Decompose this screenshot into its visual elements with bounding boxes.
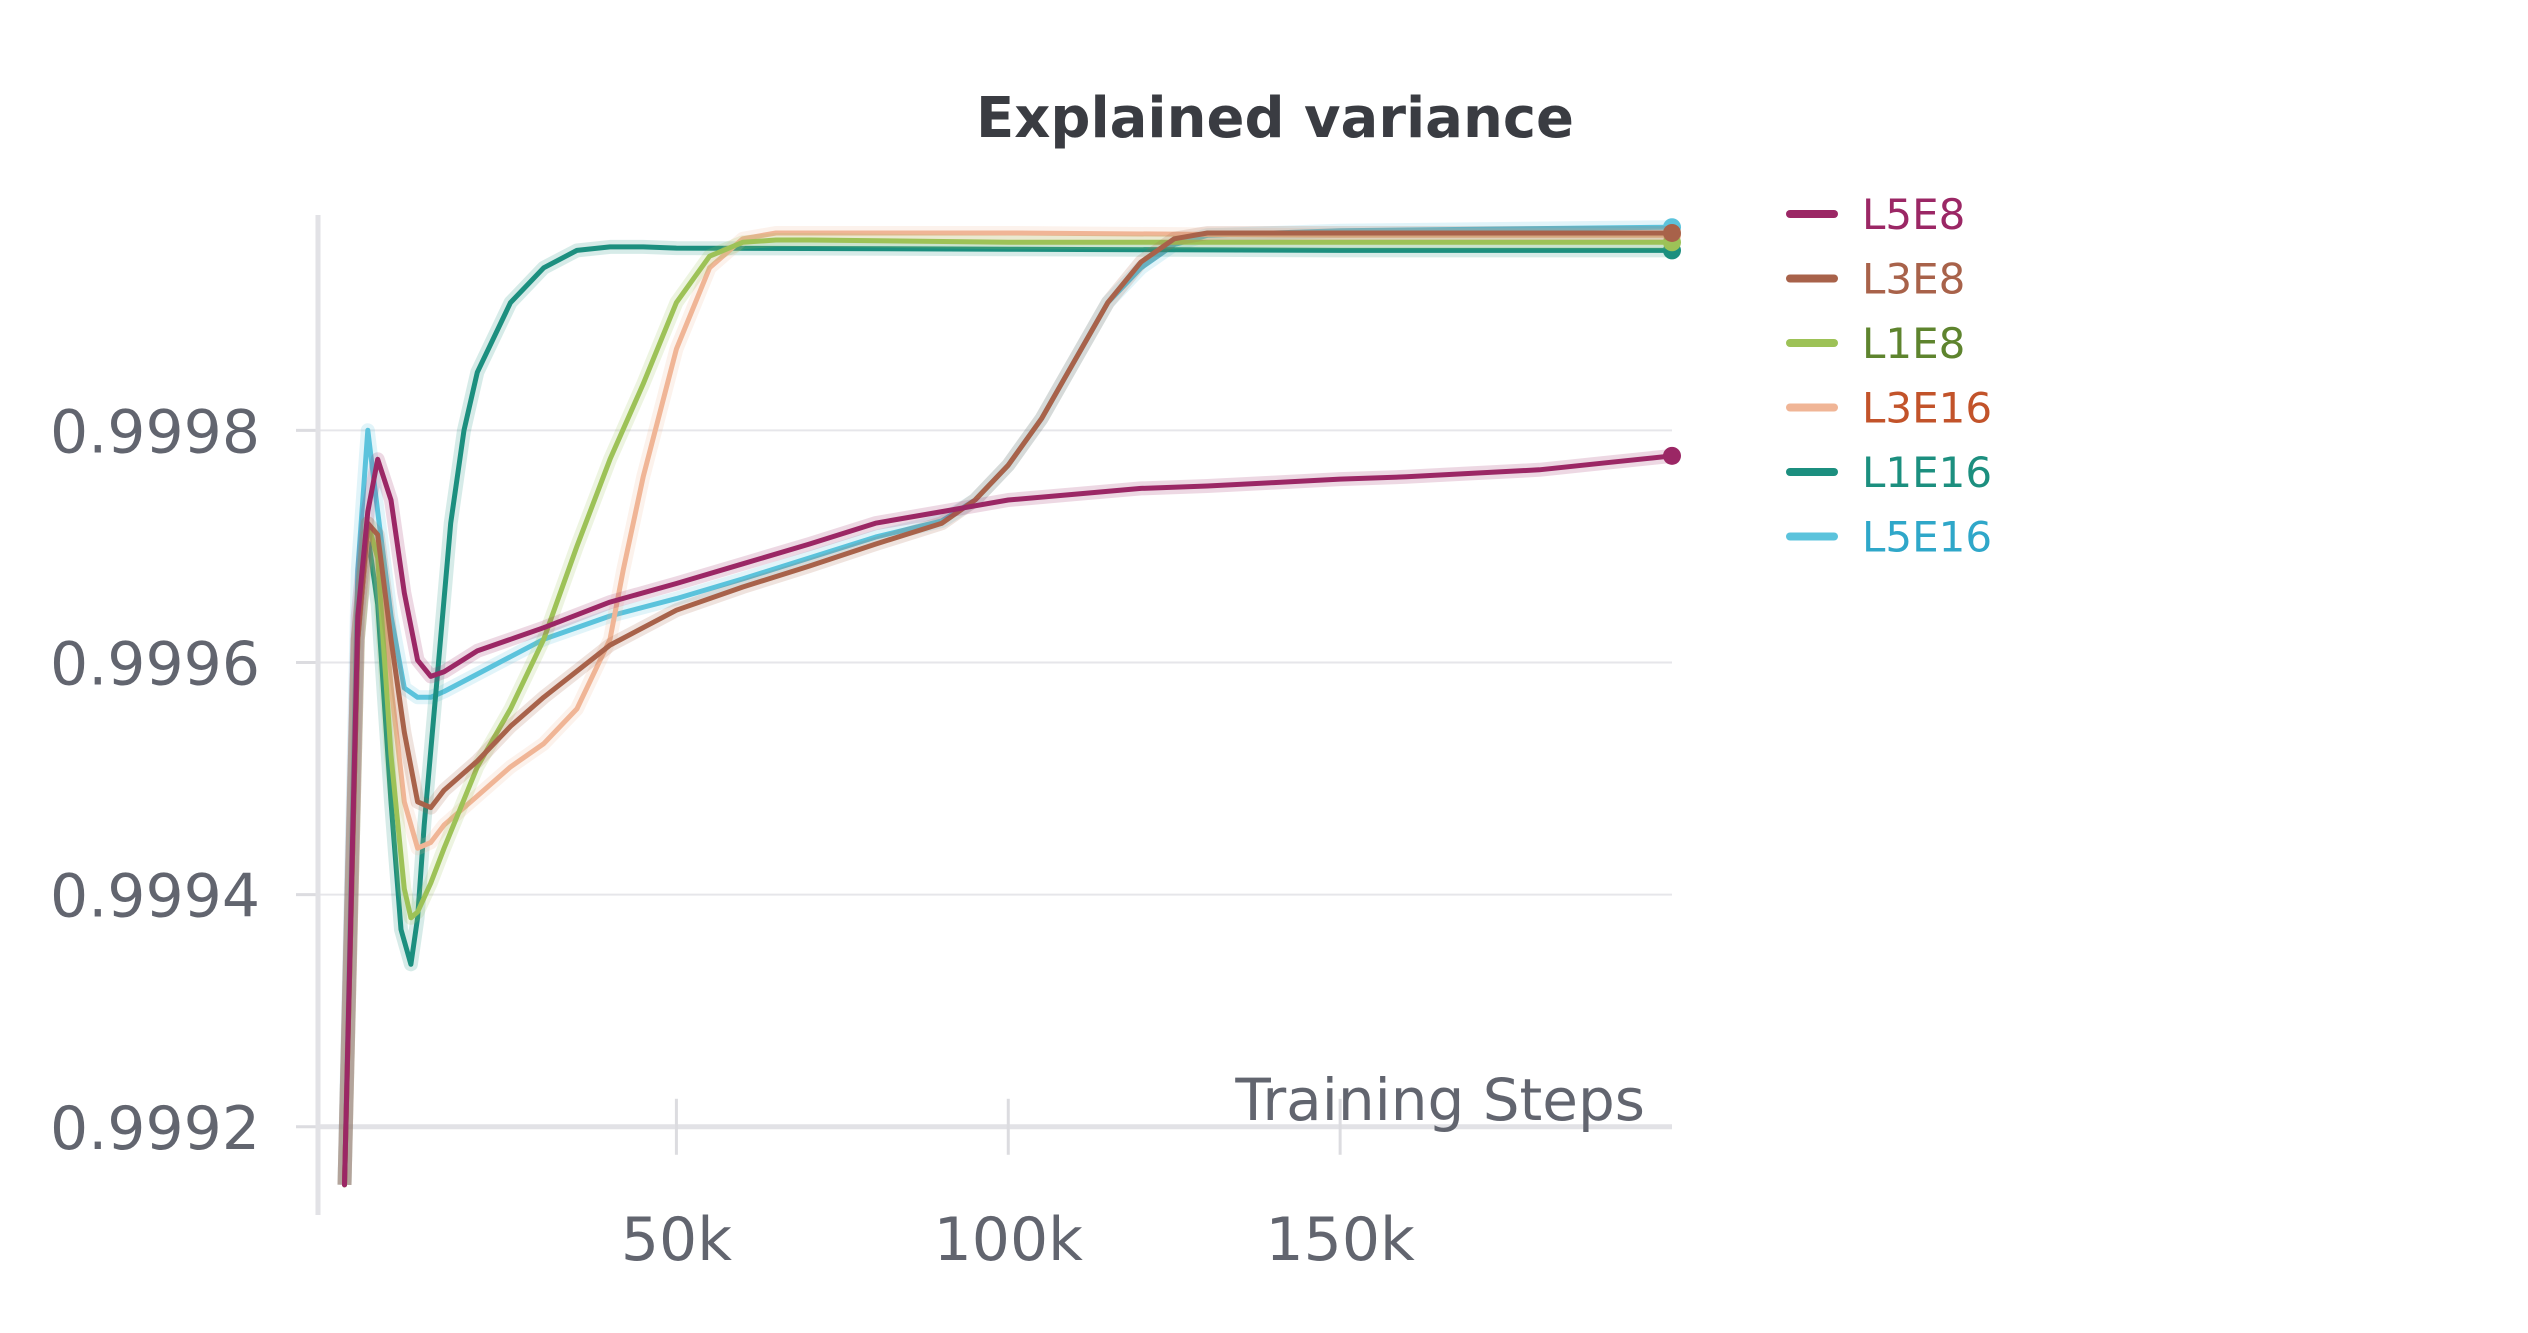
legend[interactable]: L5E8 L3E8 L1E8 L3E16 L1E16 L5E16	[1786, 190, 1992, 562]
legend-item-L1E8[interactable]: L1E8	[1786, 319, 1965, 368]
legend-label: L5E8	[1862, 190, 1965, 239]
legend-item-L5E8[interactable]: L5E8	[1786, 190, 1965, 239]
legend-item-L1E16[interactable]: L1E16	[1786, 448, 1992, 497]
legend-item-L3E16[interactable]: L3E16	[1786, 384, 1992, 433]
legend-label: L3E8	[1862, 255, 1965, 304]
series-line-L1E8	[342, 237, 1675, 1188]
series-endpoint-L5E8	[1663, 446, 1681, 465]
series-line-L5E8	[342, 453, 1675, 1188]
legend-item-L5E16[interactable]: L5E16	[1786, 513, 1992, 562]
series-lines	[337, 218, 1681, 1188]
grid-lines	[318, 429, 1672, 896]
series-raw-band-L1E8	[337, 233, 1672, 1185]
x-tick-label: 50k	[621, 1205, 732, 1275]
series-raw-band-L1E16	[337, 239, 1672, 1185]
legend-label: L3E16	[1862, 384, 1992, 433]
series-endpoint-L3E8	[1663, 223, 1681, 242]
chart-title: Explained variance	[976, 86, 1574, 151]
y-tick-label: 0.9994	[50, 862, 260, 932]
series-line-L3E8	[342, 230, 1675, 1188]
series-raw-band-L3E16	[337, 226, 1672, 1185]
y-tick-label: 0.9996	[50, 629, 260, 699]
legend-label: L1E8	[1862, 319, 1965, 368]
y-tick-label: 0.9998	[50, 397, 260, 467]
series-raw-band-L3E8	[337, 226, 1672, 1185]
legend-label: L5E16	[1862, 513, 1992, 562]
series-line-L1E16	[342, 244, 1675, 1188]
y-tick-label: 0.9992	[50, 1094, 260, 1164]
x-tick-label: 150k	[1265, 1205, 1415, 1275]
axes: 0.9992 0.9994 0.9996 0.9998 50k 100k 150k	[50, 215, 1672, 1275]
legend-label: L1E16	[1862, 448, 1992, 497]
x-axis-label: Training Steps	[1234, 1066, 1645, 1134]
series-line-L3E16	[342, 230, 1675, 1188]
x-tick-label: 100k	[934, 1205, 1084, 1275]
legend-item-L3E8[interactable]: L3E8	[1786, 255, 1965, 304]
